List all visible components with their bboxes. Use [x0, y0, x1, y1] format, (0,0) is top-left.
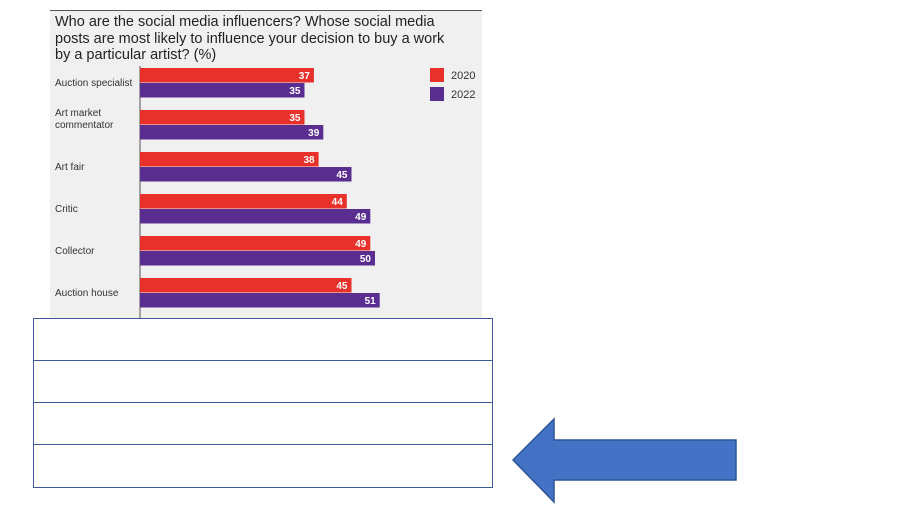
data-label: 35 — [289, 86, 301, 97]
arrow-left-icon — [511, 417, 737, 504]
category-label: Auction specialist — [55, 78, 132, 89]
data-label: 38 — [303, 155, 315, 166]
category-label: Art fair — [55, 162, 85, 173]
data-label: 50 — [360, 254, 372, 265]
bar-chart: Auction specialist 37 35 Art market commenta… — [55, 66, 475, 318]
data-label: 35 — [289, 113, 301, 124]
bar-2022-1 — [140, 125, 324, 140]
table-row — [34, 319, 492, 361]
bar-2020-5 — [140, 278, 352, 293]
empty-table — [33, 318, 493, 488]
bar-2022-5 — [140, 293, 380, 308]
arrow-shape — [511, 417, 737, 504]
table-row — [34, 445, 492, 487]
bar-2020-2 — [140, 152, 319, 167]
table-row — [34, 361, 492, 403]
category-label: Critic — [55, 204, 78, 215]
bars-layer: Auction specialist 37 35 Art market commenta… — [55, 66, 380, 318]
data-label: 45 — [336, 281, 348, 292]
bar-2020-3 — [140, 194, 347, 209]
data-label: 51 — [365, 296, 377, 307]
data-label: 49 — [355, 239, 367, 250]
data-label: 39 — [308, 128, 320, 139]
legend-label: 2020 — [451, 70, 475, 82]
legend-label: 2022 — [451, 89, 475, 101]
bar-2020-1 — [140, 110, 305, 125]
bar-2022-4 — [140, 251, 375, 266]
bar-2022-2 — [140, 167, 352, 182]
category-label: Auction house — [55, 288, 119, 299]
table-row — [34, 403, 492, 445]
data-label: 45 — [336, 170, 348, 181]
data-label: 37 — [299, 71, 311, 82]
legend-swatch-2022 — [430, 87, 444, 101]
legend-swatch-2020 — [430, 68, 444, 82]
bar-2020-0 — [140, 68, 314, 83]
bar-2022-0 — [140, 83, 305, 98]
legend: 2020 2022 — [430, 68, 475, 101]
bar-2022-3 — [140, 209, 371, 224]
data-label: 44 — [332, 197, 344, 208]
data-label: 49 — [355, 212, 367, 223]
category-label: Art market commentator — [55, 108, 114, 131]
bar-2020-4 — [140, 236, 371, 251]
category-label: Collector — [55, 246, 95, 257]
chart-title: Who are the social media influencers? Wh… — [55, 14, 445, 63]
